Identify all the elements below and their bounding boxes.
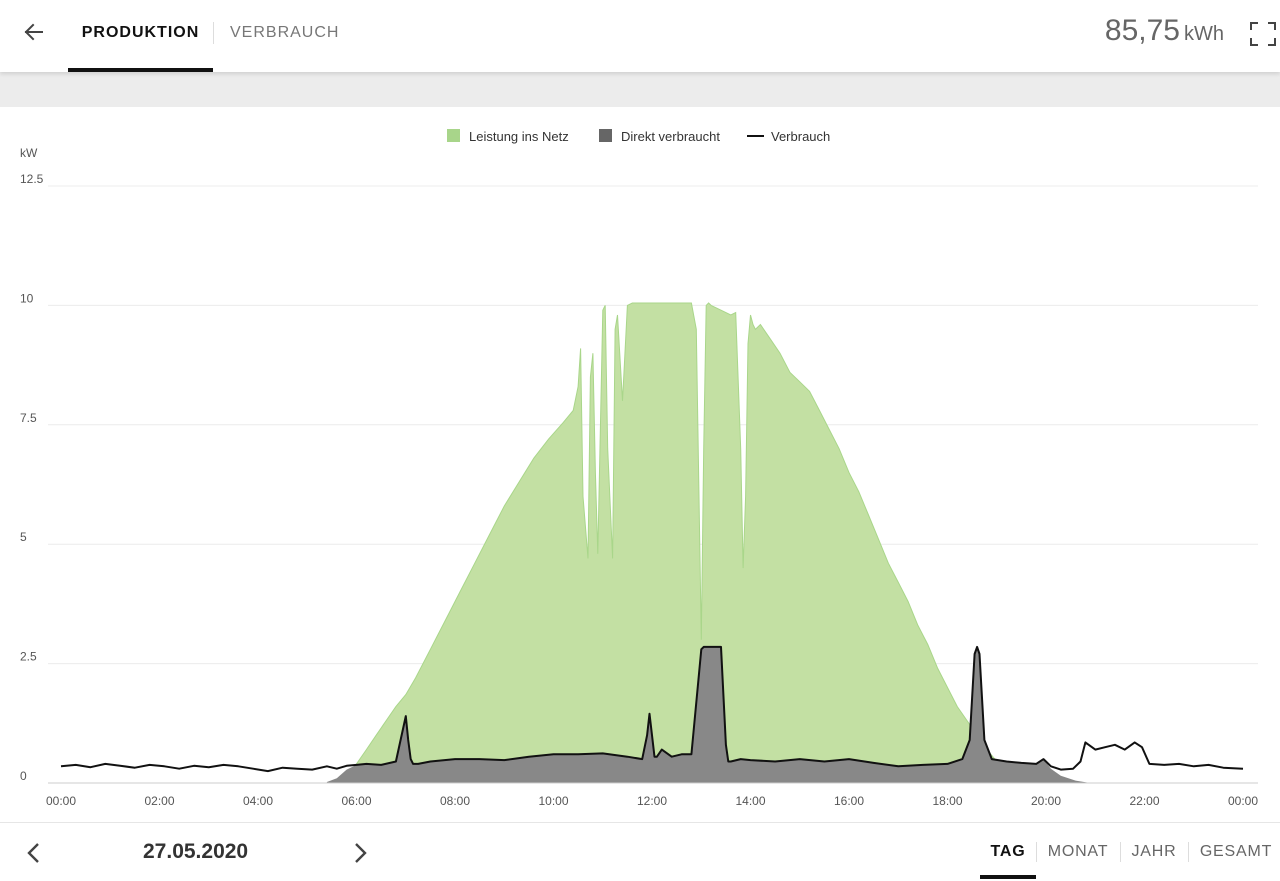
y-tick-label: 2.5 — [20, 650, 37, 664]
period-tab-monat-label: MONAT — [1047, 843, 1109, 860]
x-tick-label: 10:00 — [538, 794, 568, 808]
legend-swatch-leistung — [447, 129, 460, 142]
tab-divider — [213, 22, 214, 44]
period-divider — [1120, 842, 1121, 862]
legend-label-leistung: Leistung ins Netz — [469, 129, 569, 144]
top-bar: PRODUKTION VERBRAUCH 85,75 kWh — [0, 0, 1280, 72]
series-verbrauch — [60, 645, 1244, 773]
tab-produktion-label: PRODUKTION — [81, 24, 200, 41]
tab-verbrauch-label: VERBRAUCH — [230, 24, 340, 41]
x-tick-label: 00:00 — [1228, 794, 1258, 808]
x-tick-label: 18:00 — [932, 794, 962, 808]
selected-date[interactable]: 27.05.2020 — [143, 840, 249, 863]
production-chart: Leistung ins Netz Direkt verbraucht Verb… — [20, 129, 1258, 808]
x-tick-label: 16:00 — [834, 794, 864, 808]
chart-legend: Leistung ins Netz Direkt verbraucht Verb… — [447, 129, 830, 144]
bottom-bar: 27.05.2020 TAG MONAT JAHR GESAMT — [0, 822, 1280, 879]
fullscreen-icon[interactable] — [1248, 20, 1278, 48]
x-tick-label: 12:00 — [637, 794, 667, 808]
legend-label-direkt: Direkt verbraucht — [621, 129, 720, 144]
tab-verbrauch[interactable]: VERBRAUCH — [230, 0, 339, 72]
active-period-indicator — [980, 875, 1036, 879]
legend-swatch-direkt — [599, 129, 612, 142]
x-tick-label: 06:00 — [341, 794, 371, 808]
period-tab-tag-label: TAG — [990, 843, 1026, 860]
total-energy-unit: kWh — [1184, 23, 1224, 45]
x-tick-label: 22:00 — [1129, 794, 1159, 808]
subheader-band — [0, 72, 1280, 107]
x-tick-label: 00:00 — [46, 794, 76, 808]
x-tick-label: 20:00 — [1031, 794, 1061, 808]
y-axis-unit: kW — [20, 146, 38, 160]
arrow-left-icon[interactable] — [20, 18, 48, 46]
y-tick-label: 0 — [20, 769, 27, 783]
x-tick-label: 14:00 — [735, 794, 765, 808]
active-tab-indicator — [68, 68, 213, 72]
chart-series — [60, 302, 1244, 784]
chevron-left-icon[interactable] — [22, 839, 46, 867]
total-energy: 85,75 kWh — [1105, 14, 1224, 48]
period-divider — [1188, 842, 1189, 862]
y-axis-ticks: 0 2.5 5 7.5 10 12.5 — [20, 172, 44, 783]
y-tick-label: 5 — [20, 530, 27, 544]
y-tick-label: 12.5 — [20, 172, 44, 186]
x-axis-ticks: 00:00 02:00 04:00 06:00 08:00 10:00 12:00 14:00… — [46, 794, 1258, 808]
total-energy-value: 85,75 — [1104, 14, 1180, 47]
period-tab-gesamt[interactable]: GESAMT — [1196, 823, 1276, 879]
series-direkt-verbraucht — [326, 646, 1091, 783]
period-tab-tag[interactable]: TAG — [980, 823, 1036, 879]
y-tick-label: 7.5 — [20, 411, 37, 425]
period-tab-monat[interactable]: MONAT — [1044, 823, 1112, 879]
series-leistung-ins-netz — [351, 302, 1047, 784]
y-tick-label: 10 — [20, 291, 34, 305]
period-divider — [1036, 842, 1037, 862]
period-tab-jahr[interactable]: JAHR — [1128, 823, 1180, 879]
x-tick-label: 04:00 — [243, 794, 273, 808]
x-tick-label: 08:00 — [440, 794, 470, 808]
legend-label-verbrauch: Verbrauch — [771, 129, 830, 144]
chevron-right-icon[interactable] — [348, 839, 372, 867]
period-tab-gesamt-label: GESAMT — [1199, 843, 1273, 860]
x-tick-label: 02:00 — [144, 794, 174, 808]
tab-produktion[interactable]: PRODUKTION — [68, 0, 213, 72]
period-tab-jahr-label: JAHR — [1131, 843, 1177, 860]
